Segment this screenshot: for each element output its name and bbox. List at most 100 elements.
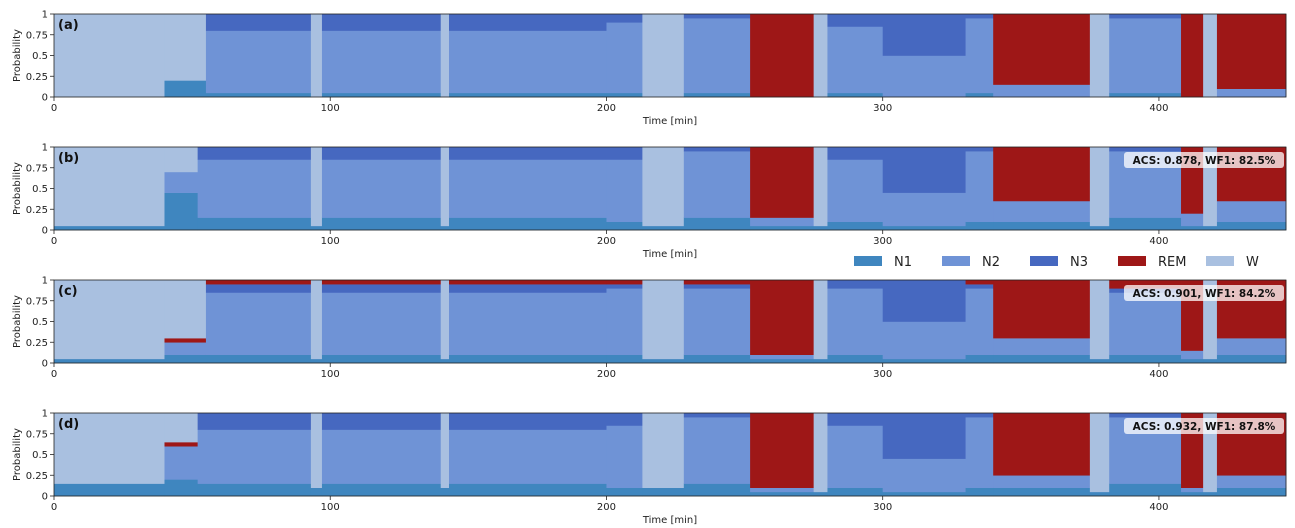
x-tick-label: 100 — [321, 502, 340, 513]
band-n3-seg-13 — [882, 147, 966, 193]
band-n2-seg-20 — [1216, 338, 1287, 355]
band-n2-seg-6 — [449, 429, 607, 484]
band-n2-seg-10 — [750, 217, 815, 227]
band-n1-seg-11 — [813, 358, 828, 364]
band-n2-seg-4 — [321, 429, 442, 484]
band-n2-seg-18 — [1181, 350, 1204, 360]
band-n1-seg-5 — [440, 358, 450, 364]
band-n1-seg-13 — [882, 491, 966, 497]
y-tick-label: 0.75 — [26, 163, 48, 174]
band-n1-seg-19 — [1203, 225, 1218, 231]
metric-label: ACS: 0.878, WF1: 82.5% — [1133, 155, 1276, 167]
band-n1-seg-2 — [205, 92, 312, 98]
band-rem-seg-10 — [750, 413, 815, 488]
band-n2-seg-14 — [965, 18, 994, 94]
band-n1-seg-16 — [1089, 358, 1110, 364]
band-n3-seg-7 — [606, 413, 643, 426]
band-n3-seg-12 — [827, 413, 884, 426]
band-n1-seg-2 — [197, 483, 312, 497]
band-n1-seg-19 — [1203, 358, 1218, 364]
band-n1-seg-8 — [642, 487, 685, 497]
metric-box — [1124, 285, 1284, 301]
band-n3-seg-2 — [205, 14, 312, 31]
y-tick-label: 1 — [42, 409, 48, 420]
legend-swatch-n2 — [942, 256, 970, 266]
band-n1-seg-12 — [827, 487, 884, 497]
x-tick-label: 0 — [51, 369, 57, 380]
x-axis-title: Time [min] — [642, 515, 697, 526]
band-n1-seg-6 — [449, 217, 607, 231]
band-n3-seg-13 — [882, 14, 966, 56]
y-tick-label: 0.5 — [32, 184, 48, 195]
y-tick-label: 0.75 — [26, 429, 48, 440]
band-n3-seg-9 — [683, 14, 751, 19]
band-n2-seg-7 — [606, 159, 643, 222]
metric-label: ACS: 0.901, WF1: 84.2% — [1133, 288, 1276, 300]
band-n1-seg-0 — [54, 358, 165, 364]
band-w-seg-8 — [642, 280, 685, 360]
x-tick-label: 200 — [597, 502, 616, 513]
band-w-seg-0 — [54, 147, 165, 227]
band-n3-seg-17 — [1109, 147, 1182, 152]
band-w-seg-5 — [440, 147, 450, 227]
band-n2-seg-20 — [1216, 475, 1287, 488]
band-n2-seg-18 — [1181, 213, 1204, 227]
band-n1-seg-6 — [449, 354, 607, 364]
y-tick-label: 1 — [42, 276, 48, 287]
band-n3-seg-12 — [827, 14, 884, 27]
legend-label-n1: N1 — [894, 255, 912, 270]
x-axis-title: Time [min] — [642, 116, 697, 127]
band-n2-seg-4 — [321, 292, 442, 355]
band-rem-seg-15 — [993, 413, 1091, 476]
band-n2-seg-15 — [993, 84, 1091, 98]
legend-label-n3: N3 — [1070, 255, 1088, 270]
band-n1-seg-10 — [750, 358, 815, 364]
band-rem-seg-6 — [449, 280, 607, 285]
y-tick-label: 0.25 — [26, 205, 48, 216]
x-tick-label: 300 — [873, 103, 892, 114]
x-tick-label: 100 — [321, 236, 340, 247]
band-n1-seg-4 — [321, 217, 442, 231]
band-n3-seg-7 — [606, 14, 643, 23]
band-n3-seg-9 — [683, 284, 751, 289]
band-n1-seg-17 — [1109, 217, 1182, 231]
x-tick-label: 100 — [321, 103, 340, 114]
x-axis-title: Time [min] — [642, 249, 697, 260]
band-rem-seg-1 — [164, 338, 207, 343]
x-tick-label: 200 — [597, 236, 616, 247]
legend-swatch-n1 — [854, 256, 882, 266]
band-n3-seg-7 — [606, 284, 643, 289]
band-rem-seg-15 — [993, 280, 1091, 339]
metric-box — [1124, 418, 1284, 434]
band-n2-seg-10 — [750, 487, 815, 493]
band-w-seg-8 — [642, 413, 685, 488]
band-n1-seg-11 — [813, 225, 828, 231]
band-n2-seg-15 — [993, 475, 1091, 488]
band-n1-seg-4 — [321, 92, 442, 98]
band-rem-seg-10 — [750, 147, 815, 218]
band-n3-seg-14 — [965, 14, 994, 19]
band-n3-seg-4 — [321, 284, 442, 293]
band-n1-seg-6 — [449, 483, 607, 497]
panel-b: 0 0.25 0.5 0.75 1 0 100 200 300 400 Probability Tim… — [12, 143, 1287, 260]
y-tick-label: 0.25 — [26, 338, 48, 349]
band-n1-seg-12 — [827, 354, 884, 364]
band-n2-seg-7 — [606, 425, 643, 488]
band-n1-seg-13 — [882, 225, 966, 231]
legend-label-n2: N2 — [982, 255, 1000, 270]
band-n1-seg-0 — [54, 225, 165, 231]
band-w-seg-1 — [164, 413, 199, 443]
band-n3-seg-12 — [827, 280, 884, 289]
band-n1-seg-14 — [965, 487, 994, 497]
band-n3-seg-14 — [965, 147, 994, 152]
band-n3-seg-13 — [882, 280, 966, 322]
band-n1-seg-16 — [1089, 225, 1110, 231]
band-n2-seg-12 — [827, 159, 884, 222]
band-rem-seg-15 — [993, 14, 1091, 85]
band-n1-seg-8 — [642, 358, 685, 364]
band-n1-seg-9 — [683, 483, 751, 497]
band-n1-seg-12 — [827, 92, 884, 98]
band-rem-seg-2 — [205, 280, 312, 285]
band-n1-seg-1 — [164, 479, 199, 497]
